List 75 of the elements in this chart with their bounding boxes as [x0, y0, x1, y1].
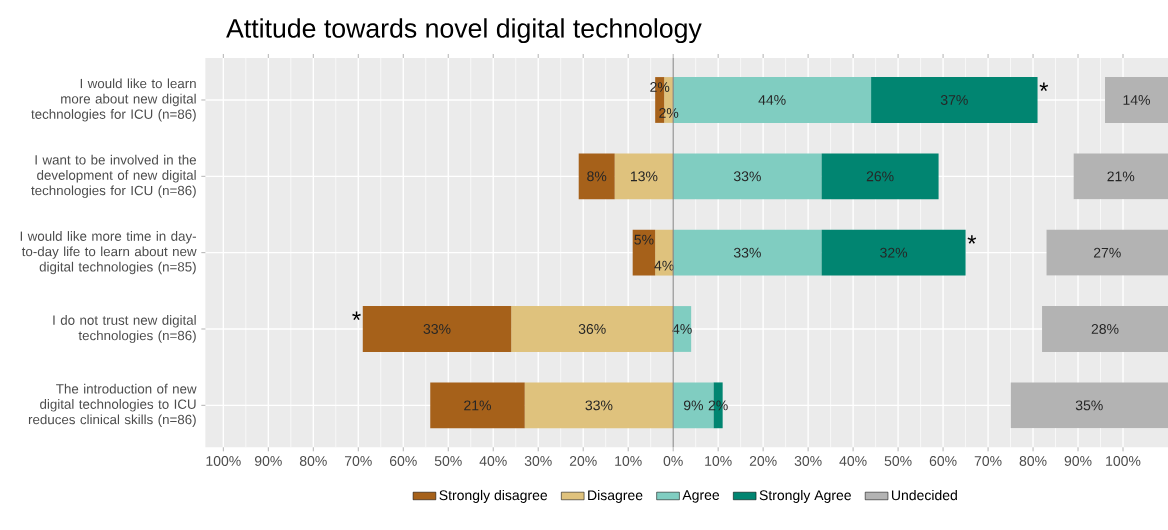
data-label: 26%: [866, 171, 894, 182]
bar: [871, 77, 1038, 123]
x-tick-label: 60%: [389, 456, 417, 466]
data-label: 32%: [880, 247, 908, 258]
bar: [1042, 306, 1168, 352]
bar: [821, 153, 939, 200]
bar: [632, 229, 656, 276]
annotation: *: [1039, 82, 1049, 91]
data-label: 21%: [1107, 171, 1135, 182]
x-tick-label: 50%: [884, 456, 912, 466]
data-label: 2%: [708, 400, 728, 411]
data-label: 37%: [940, 95, 968, 105]
bar: [1073, 153, 1168, 200]
x-tick-label: 40%: [839, 456, 867, 466]
x-tick-label: 20%: [569, 456, 597, 466]
data-label: 33%: [585, 400, 613, 411]
y-tick-label: I want to be involved in the development of new digital technologies for ICU (n=86): [31, 154, 196, 198]
data-label: 35%: [1075, 400, 1103, 411]
bar: [578, 153, 615, 200]
bar: [362, 306, 512, 352]
x-tick-label: 100%: [1106, 456, 1141, 466]
annotation: *: [352, 311, 361, 320]
data-label: 9%: [683, 400, 704, 411]
x-tick-label: 100%: [206, 456, 241, 466]
data-label: 21%: [464, 400, 491, 411]
x-tick-label: 60%: [929, 456, 957, 466]
chart-title: Attitude towards novel digital technology: [226, 18, 702, 44]
bar: [1046, 229, 1168, 276]
legend-label: Strongly Agree: [759, 489, 851, 503]
x-tick-label: 90%: [254, 456, 282, 466]
legend-label: Agree: [682, 490, 720, 503]
data-label: 36%: [578, 324, 606, 334]
x-tick-label: 30%: [524, 456, 552, 466]
x-tick-label: 70%: [974, 456, 1002, 466]
annotation: *: [967, 235, 977, 244]
data-label: 14%: [1123, 95, 1151, 105]
x-tick-label: 20%: [749, 456, 777, 466]
data-label: 44%: [758, 95, 786, 105]
legend-label: Disagree: [588, 489, 643, 503]
x-tick-label: 0%: [663, 456, 683, 466]
legend-label: Strongly disagree: [439, 489, 548, 503]
x-tick-label: 70%: [344, 456, 372, 466]
x-tick-label: 40%: [479, 456, 507, 466]
bar: [524, 382, 674, 429]
bar: [673, 153, 822, 200]
bar: [1105, 77, 1168, 123]
x-tick-label: 10%: [705, 456, 732, 466]
data-label: 4%: [672, 324, 692, 334]
bar: [821, 229, 966, 276]
data-label: 5%: [634, 234, 654, 245]
bar: [673, 229, 822, 276]
data-label: 8%: [587, 171, 607, 182]
legend-label: Undecided: [891, 489, 957, 501]
bar: [430, 382, 525, 429]
data-label: 33%: [733, 247, 761, 258]
y-tick-label: I would like to learn more about new digital technologies for ICU (n=86): [31, 78, 196, 122]
bar: [1010, 382, 1168, 429]
data-label: 33%: [423, 324, 451, 334]
x-tick-label: 30%: [794, 456, 822, 466]
x-tick-label: 10%: [615, 456, 642, 466]
bar: [614, 153, 674, 200]
data-label: 13%: [630, 171, 658, 182]
bar: [511, 306, 674, 352]
data-label: 4%: [654, 260, 674, 271]
y-tick-label: I do not trust new digital technologies (n=86): [53, 315, 196, 343]
data-label: 33%: [733, 171, 761, 182]
y-tick-label: I would like more time in day-to-day life to learn about new digital technologies (n=85): [20, 231, 197, 275]
x-tick-label: 50%: [434, 456, 462, 466]
y-tick-label: The introduction of new digital technologies to ICU reduces clinical skills (n=86): [28, 383, 197, 427]
x-tick-label: 80%: [1019, 456, 1047, 466]
data-label: 28%: [1091, 324, 1119, 334]
data-label: 27%: [1093, 247, 1121, 258]
x-tick-label: 80%: [299, 456, 327, 466]
x-tick-label: 90%: [1064, 456, 1092, 466]
bar: [655, 229, 674, 276]
